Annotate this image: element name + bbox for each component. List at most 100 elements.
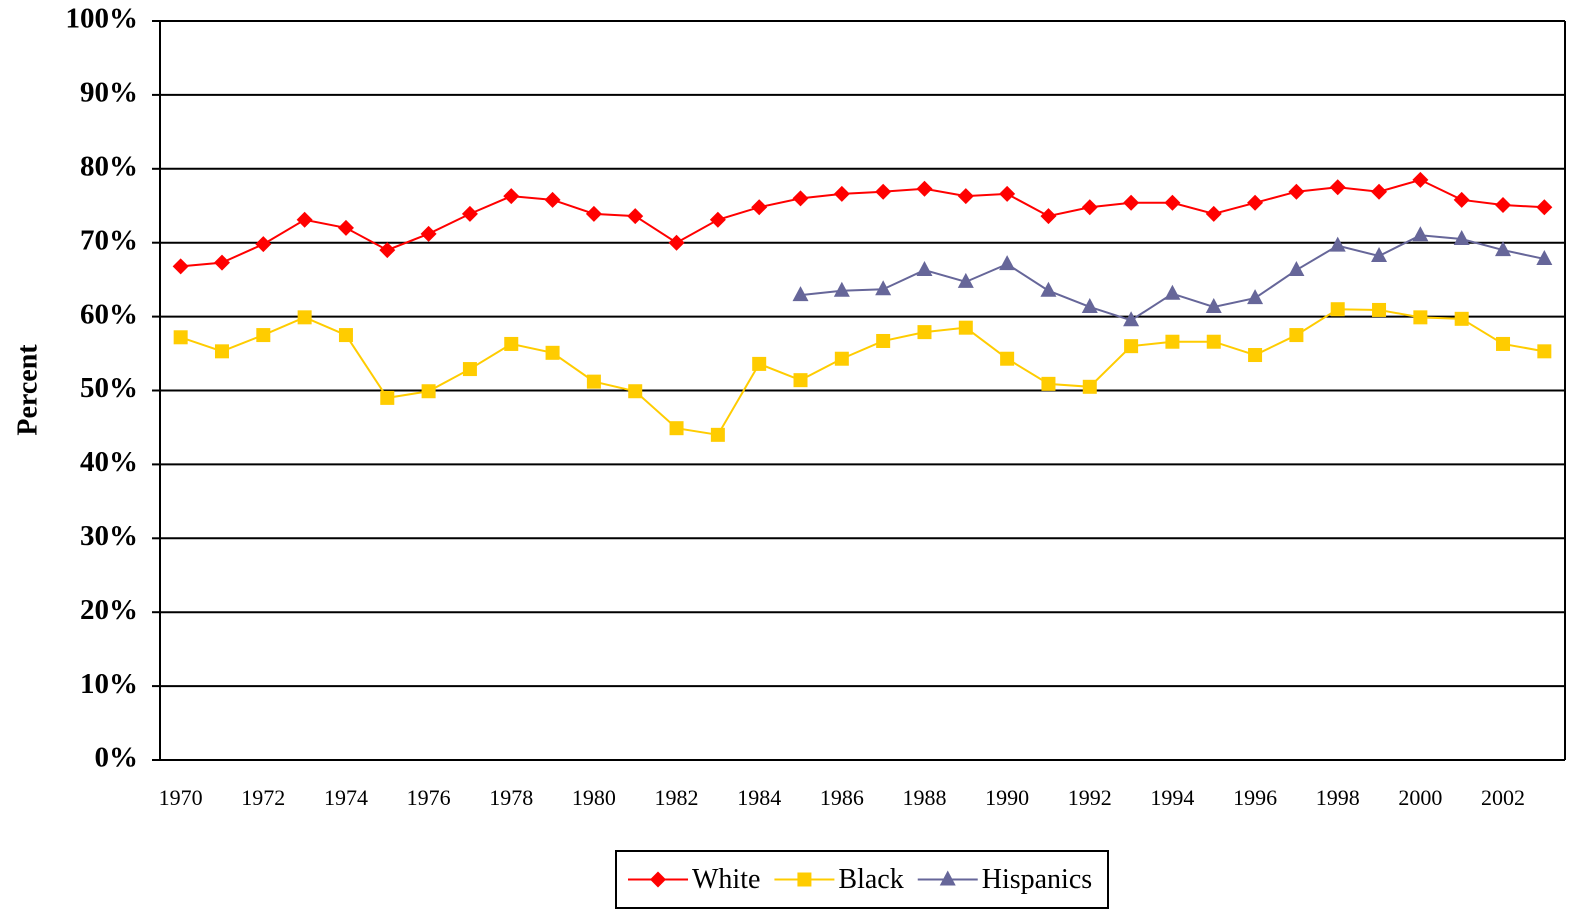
data-point xyxy=(462,362,477,377)
data-point xyxy=(627,208,644,225)
data-point xyxy=(1453,191,1470,208)
x-tick-label: 1978 xyxy=(489,785,533,810)
x-tick-label: 1986 xyxy=(820,785,864,810)
data-point xyxy=(1248,348,1263,363)
data-point xyxy=(957,272,974,288)
x-tick-label: 1970 xyxy=(159,785,203,810)
data-point xyxy=(916,180,933,197)
x-tick-label: 2002 xyxy=(1481,785,1525,810)
data-point xyxy=(917,325,932,340)
data-point xyxy=(1082,379,1097,394)
x-tick-label: 1974 xyxy=(324,785,368,810)
y-tick-label: 50% xyxy=(80,372,138,404)
data-point xyxy=(875,183,892,200)
data-point xyxy=(1164,284,1181,300)
data-point xyxy=(421,384,436,399)
x-tick-label: 1992 xyxy=(1068,785,1112,810)
data-point xyxy=(1372,302,1387,317)
data-point xyxy=(709,211,726,228)
legend-box xyxy=(615,850,1109,909)
data-point xyxy=(669,421,684,436)
data-point xyxy=(1123,194,1140,211)
data-point xyxy=(255,236,272,253)
data-point xyxy=(379,242,396,259)
data-point xyxy=(296,211,313,228)
data-point xyxy=(710,427,725,442)
data-point xyxy=(503,188,520,205)
data-point xyxy=(1124,339,1139,354)
data-point xyxy=(1165,334,1180,349)
data-point xyxy=(628,384,643,399)
y-tick-label: 60% xyxy=(80,298,138,330)
data-point xyxy=(1205,297,1222,313)
x-tick-label: 1998 xyxy=(1316,785,1360,810)
data-point xyxy=(833,281,850,297)
data-point xyxy=(173,330,188,345)
x-tick-label: 1972 xyxy=(241,785,285,810)
data-point xyxy=(793,373,808,388)
x-tick-label: 1990 xyxy=(985,785,1029,810)
x-tick-label: 1976 xyxy=(407,785,451,810)
data-point xyxy=(1495,197,1512,214)
data-point xyxy=(420,225,437,242)
y-tick-label: 80% xyxy=(80,150,138,182)
data-point xyxy=(792,286,809,302)
series-line xyxy=(180,308,1545,436)
data-point xyxy=(1371,247,1388,263)
data-point xyxy=(1164,194,1181,211)
data-point xyxy=(958,320,973,335)
legend-label: White xyxy=(692,864,760,895)
data-point xyxy=(1329,236,1346,252)
data-point xyxy=(999,185,1016,202)
data-point xyxy=(461,205,478,222)
data-point xyxy=(957,188,974,205)
x-tick-label: 1996 xyxy=(1233,785,1277,810)
data-point xyxy=(1206,334,1221,349)
data-point xyxy=(172,258,189,275)
data-point xyxy=(1288,261,1305,277)
legend-label: Black xyxy=(838,864,903,895)
data-point xyxy=(1453,230,1470,246)
data-point xyxy=(1329,179,1346,196)
data-point xyxy=(586,374,601,389)
data-point xyxy=(1081,199,1098,216)
data-point xyxy=(834,351,849,366)
data-point xyxy=(504,336,519,351)
y-tick-label: 10% xyxy=(80,668,138,700)
data-point xyxy=(380,390,395,405)
data-point xyxy=(1040,281,1057,297)
data-point xyxy=(1041,376,1056,391)
legend-marker xyxy=(650,871,666,888)
y-tick-label: 20% xyxy=(80,594,138,626)
data-point xyxy=(1412,171,1429,188)
y-tick-label: 40% xyxy=(80,446,138,478)
legend-marker xyxy=(939,870,956,886)
data-point xyxy=(875,280,892,296)
data-point xyxy=(1288,183,1305,200)
data-point xyxy=(1495,241,1512,257)
data-point xyxy=(1040,208,1057,225)
series-line xyxy=(800,234,1545,322)
data-point xyxy=(1247,194,1264,211)
data-point xyxy=(1536,199,1553,216)
y-tick-label: 0% xyxy=(95,742,139,774)
data-point xyxy=(1454,311,1469,326)
data-point xyxy=(1412,226,1429,242)
data-point xyxy=(1536,249,1553,265)
data-point xyxy=(214,344,229,359)
data-point xyxy=(668,234,685,251)
data-point xyxy=(297,310,312,325)
y-tick-label: 100% xyxy=(66,3,139,35)
data-point xyxy=(585,205,602,222)
legend-label: Hispanics xyxy=(982,864,1092,895)
data-point xyxy=(1496,336,1511,351)
data-point xyxy=(1247,289,1264,305)
data-point xyxy=(876,333,891,348)
y-tick-label: 90% xyxy=(80,77,138,109)
x-tick-label: 1980 xyxy=(572,785,616,810)
data-point xyxy=(1000,351,1015,366)
data-point xyxy=(337,219,354,236)
data-point xyxy=(1123,311,1140,327)
